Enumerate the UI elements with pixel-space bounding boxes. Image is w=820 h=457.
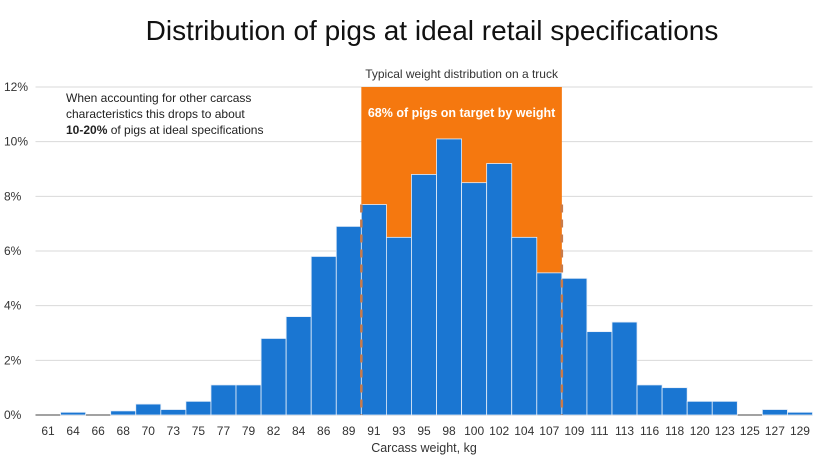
bar-111	[586, 331, 613, 416]
bar-104	[511, 236, 538, 416]
bar-100	[461, 182, 488, 416]
x-tick-label: 109	[564, 424, 584, 438]
x-tick-label: 68	[117, 424, 131, 438]
x-tick-label: 104	[514, 424, 534, 438]
annotation-line-3: 10-20% of pigs at ideal specifications	[66, 123, 263, 137]
bar-123	[711, 400, 738, 416]
bar-113	[611, 321, 638, 416]
x-tick-label: 125	[740, 424, 760, 438]
highlight-caption: Typical weight distribution on a truck	[365, 67, 559, 81]
x-tick-label: 127	[765, 424, 785, 438]
x-tick-label: 116	[640, 424, 659, 438]
bar-120	[686, 400, 713, 416]
y-tick-label: 12%	[4, 80, 28, 94]
bar-102	[486, 163, 513, 416]
x-tick-label: 91	[367, 424, 381, 438]
bar-98	[436, 138, 462, 416]
y-tick-label: 2%	[4, 353, 22, 367]
x-axis-label: Carcass weight, kg	[371, 441, 477, 455]
annotation-rest: of pigs at ideal specifications	[107, 123, 263, 137]
x-tick-label: 107	[539, 424, 559, 438]
annotation-bold: 10-20%	[66, 123, 108, 137]
bar-89	[335, 225, 362, 416]
x-tick-label: 98	[442, 424, 456, 438]
bar-82	[260, 338, 287, 416]
bar-91	[360, 204, 387, 416]
bar-127	[761, 409, 788, 416]
bar-86	[310, 256, 337, 416]
y-tick-label: 4%	[4, 299, 22, 313]
bar-64	[60, 411, 87, 416]
chart-title: Distribution of pigs at ideal retail spe…	[146, 15, 719, 46]
bar-107	[536, 272, 563, 416]
x-tick-label: 79	[242, 424, 256, 438]
x-tick-label: 111	[590, 424, 609, 438]
y-tick-label: 10%	[4, 135, 28, 149]
x-tick-label: 75	[192, 424, 206, 438]
y-tick-label: 6%	[4, 244, 22, 258]
bar-79	[235, 384, 262, 416]
bar-68	[110, 410, 137, 416]
bar-84	[285, 316, 312, 416]
annotation-line-1: When accounting for other carcass	[66, 91, 251, 105]
x-tick-label: 70	[142, 424, 156, 438]
y-tick-label: 0%	[4, 408, 22, 422]
x-tick-label: 113	[615, 424, 634, 438]
x-tick-label: 100	[464, 424, 484, 438]
x-tick-label: 102	[489, 424, 509, 438]
bar-116	[636, 384, 663, 416]
x-tick-label: 118	[665, 424, 684, 438]
x-tick-label: 73	[167, 424, 181, 438]
bar-73	[160, 409, 187, 416]
highlight-label: 68% of pigs on target by weight	[368, 106, 556, 120]
annotation-line-2: characteristics this drops to about	[66, 107, 245, 121]
x-tick-label: 86	[317, 424, 331, 438]
bar-95	[411, 174, 437, 416]
x-tick-label: 84	[292, 424, 306, 438]
bar-93	[386, 236, 412, 416]
x-tick-label: 61	[41, 424, 55, 438]
x-tick-label: 129	[790, 424, 810, 438]
bar-70	[135, 403, 162, 416]
bar-118	[661, 387, 688, 416]
bar-77	[210, 384, 237, 416]
bar-129	[787, 411, 813, 416]
x-tick-label: 77	[217, 424, 231, 438]
x-tick-label: 120	[690, 424, 710, 438]
x-tick-label: 93	[392, 424, 406, 438]
bar-75	[185, 400, 212, 416]
x-tick-label: 66	[91, 424, 105, 438]
x-tick-label: 95	[417, 424, 431, 438]
x-tick-label: 64	[66, 424, 80, 438]
x-tick-label: 82	[267, 424, 281, 438]
y-tick-label: 8%	[4, 189, 22, 203]
x-tick-label: 123	[715, 424, 735, 438]
x-tick-label: 89	[342, 424, 356, 438]
bar-109	[561, 277, 588, 416]
